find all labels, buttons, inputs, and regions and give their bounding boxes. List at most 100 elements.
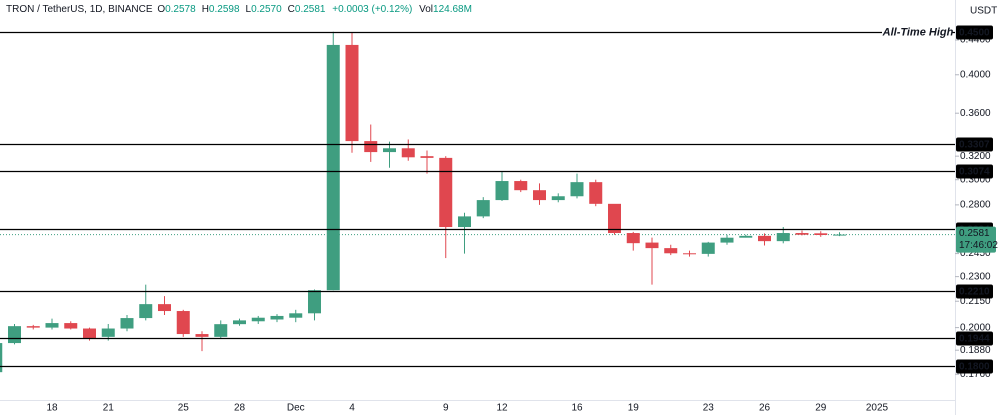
level-label: 0.1800 bbox=[959, 362, 990, 373]
level-label-box bbox=[956, 284, 993, 299]
candle-body bbox=[514, 181, 528, 191]
x-tick-label: 23 bbox=[703, 403, 715, 414]
price-change: +0.0003 (+0.12%) bbox=[332, 4, 413, 15]
candle-body bbox=[664, 248, 678, 254]
candle-body bbox=[795, 233, 809, 235]
candle-body bbox=[326, 44, 340, 291]
candle-body bbox=[345, 44, 359, 142]
candle-body bbox=[570, 182, 584, 197]
level-label: 0.3307 bbox=[959, 140, 990, 151]
level-label-box bbox=[956, 331, 993, 346]
y-tick-label: 0.2150 bbox=[960, 296, 991, 307]
candle-body bbox=[364, 141, 378, 153]
candle-body bbox=[401, 148, 415, 158]
level-label: 0.3074 bbox=[959, 167, 990, 178]
candle-body bbox=[176, 311, 190, 335]
candle-body bbox=[214, 324, 228, 337]
x-tick-label: 25 bbox=[178, 403, 190, 414]
ohlc-key: O bbox=[157, 4, 166, 15]
level-label-box bbox=[956, 359, 993, 374]
x-tick-label: 19 bbox=[628, 403, 640, 414]
y-tick-label: 0.2800 bbox=[960, 200, 991, 211]
candle-body bbox=[458, 216, 471, 228]
candle-body bbox=[476, 200, 490, 217]
candle-body bbox=[289, 313, 303, 318]
volume-value: 124.68M bbox=[433, 4, 472, 15]
x-tick-label: 29 bbox=[815, 403, 827, 414]
candle-body bbox=[64, 323, 78, 329]
countdown-label: 17:46:02 bbox=[959, 240, 998, 251]
symbol-header: TRON / TetherUS, 1D, BINANCE O0.2578 H0.2… bbox=[6, 4, 476, 15]
y-tick-label: 0.1760 bbox=[960, 369, 991, 380]
level-label-box bbox=[956, 137, 993, 152]
y-tick-label: 0.2450 bbox=[960, 248, 991, 259]
candle-body bbox=[383, 148, 396, 153]
candle-body bbox=[158, 304, 171, 312]
candle-body bbox=[420, 156, 434, 158]
candle-body bbox=[551, 196, 565, 201]
annotation-bg bbox=[882, 24, 952, 41]
candle-body bbox=[701, 242, 715, 254]
y-tick-label: 0.3600 bbox=[960, 108, 991, 119]
candle-body bbox=[645, 242, 659, 249]
candle-body bbox=[0, 343, 3, 373]
candle-body bbox=[26, 326, 40, 328]
ohlc-key: L bbox=[245, 4, 252, 15]
candle-body bbox=[251, 317, 265, 322]
candle-body bbox=[45, 323, 59, 328]
x-tick-label: 12 bbox=[496, 403, 508, 414]
y-tick-label: 0.3000 bbox=[960, 174, 991, 185]
ohlc-key: H bbox=[201, 4, 209, 15]
x-tick-label: 2025 bbox=[866, 403, 889, 414]
y-tick-label: 0.2300 bbox=[960, 271, 991, 282]
candle-body bbox=[439, 157, 453, 228]
ohlc-value: 0.2598 bbox=[208, 4, 240, 15]
candle-body bbox=[308, 290, 321, 314]
x-tick-label: 4 bbox=[349, 403, 355, 414]
candle-body bbox=[833, 234, 846, 236]
x-tick-label: 28 bbox=[234, 403, 246, 414]
ohlc-key: C bbox=[287, 4, 295, 15]
candle-body bbox=[83, 328, 96, 338]
candle-body bbox=[720, 237, 734, 243]
candle-body bbox=[233, 320, 246, 325]
last-price-label: 0.2581 bbox=[959, 228, 990, 239]
candle-body bbox=[683, 253, 696, 255]
y-tick-label: 0.3200 bbox=[960, 151, 991, 162]
ohlc-value: 0.2570 bbox=[251, 4, 282, 15]
volume-key: Vol bbox=[419, 4, 434, 15]
symbol-name: TRON / TetherUS, 1D, BINANCE bbox=[6, 4, 153, 15]
level-label-box bbox=[956, 164, 993, 179]
level-label: 0.4500 bbox=[959, 28, 990, 39]
annotation: All-Time High bbox=[882, 26, 954, 38]
ohlc-values: O0.2578 H0.2598 L0.2570 C0.2581 bbox=[155, 4, 329, 15]
candle-body bbox=[101, 328, 115, 337]
candle-body bbox=[776, 233, 790, 242]
candle-body bbox=[495, 181, 509, 201]
ohlc-value: 0.2578 bbox=[165, 4, 196, 15]
last-price-box bbox=[956, 226, 996, 253]
level-label-box bbox=[956, 25, 993, 40]
level-label: 0.2210 bbox=[959, 287, 990, 298]
x-tick-label: 16 bbox=[571, 403, 583, 414]
candle-body bbox=[589, 182, 603, 204]
y-tick-label: 0.4400 bbox=[960, 35, 991, 46]
candle-body bbox=[120, 318, 134, 329]
candle-body bbox=[533, 190, 546, 201]
x-tick-label: 18 bbox=[46, 403, 58, 414]
candle-body bbox=[270, 315, 284, 320]
x-tick-label: 21 bbox=[103, 403, 115, 414]
x-tick-label: 26 bbox=[759, 403, 771, 414]
candle-body bbox=[608, 203, 621, 234]
level-label: 0.1944 bbox=[959, 334, 990, 345]
x-tick-label: 9 bbox=[443, 403, 449, 414]
candle-body bbox=[8, 326, 21, 344]
candle-body bbox=[139, 304, 153, 319]
y-tick-label: 0.1880 bbox=[960, 345, 991, 356]
candle-body bbox=[739, 235, 753, 238]
candle-body bbox=[814, 233, 828, 236]
currency-label: USDT bbox=[970, 6, 997, 17]
candle-body bbox=[626, 233, 640, 244]
